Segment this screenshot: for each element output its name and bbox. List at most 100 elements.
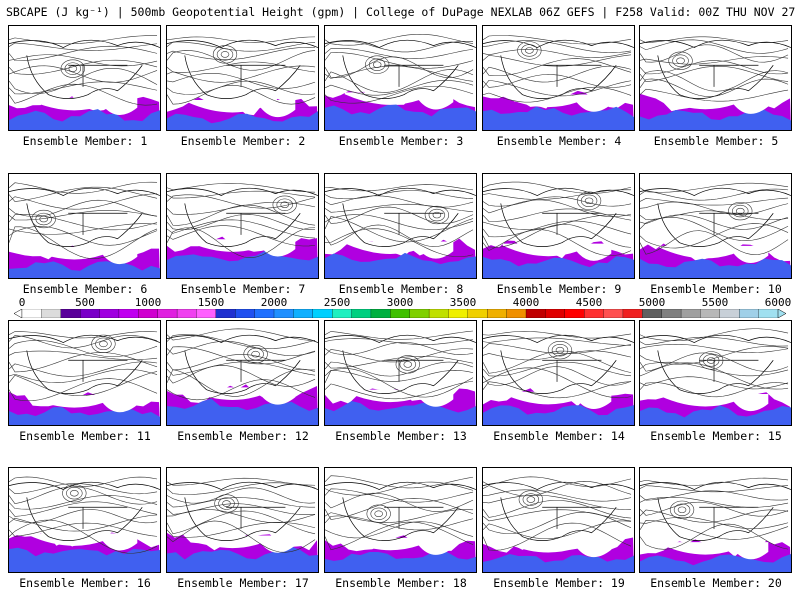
height-contour (325, 56, 474, 79)
coastlines (640, 481, 791, 541)
height-contour (483, 511, 632, 534)
ensemble-member-label: Ensemble Member: 6 (22, 282, 148, 296)
height-contour (9, 181, 158, 194)
height-contour (167, 510, 316, 535)
height-contour (325, 47, 474, 59)
ensemble-map (483, 476, 634, 572)
height-contour (9, 476, 158, 487)
ensemble-member-label: Ensemble Member: 13 (335, 429, 467, 443)
closed-low-contour (35, 212, 52, 226)
height-contour (483, 343, 632, 354)
height-contour (325, 85, 474, 104)
closed-low-contour (399, 358, 416, 371)
height-contour (9, 522, 158, 537)
cape-shading-high (640, 258, 791, 278)
closed-low-contour (95, 337, 112, 351)
height-contour (483, 481, 632, 497)
colorbar-swatch (60, 309, 81, 318)
height-contour (9, 331, 158, 339)
height-contour (483, 54, 632, 67)
colorbar-swatch (176, 309, 197, 318)
colorbar-swatch (487, 309, 508, 318)
closed-low-contour (31, 209, 56, 229)
height-contour (9, 45, 158, 62)
closed-low-contour (214, 494, 239, 513)
height-contour (483, 337, 632, 346)
colorbar-swatch (118, 309, 139, 318)
ensemble-member-label: Ensemble Member: 19 (493, 576, 625, 590)
closed-low-contour (517, 41, 542, 60)
colorbar-swatch (642, 309, 663, 318)
closed-low-contour (370, 507, 387, 520)
height-contour (167, 65, 316, 83)
height-contour (9, 223, 158, 235)
height-contour (325, 481, 474, 496)
height-contour (9, 42, 158, 51)
ensemble-map (9, 181, 160, 278)
height-contour (9, 35, 158, 45)
height-contour (640, 39, 789, 54)
colorbar-swatch (99, 309, 120, 318)
height-contour (9, 361, 158, 377)
height-contour (640, 201, 789, 216)
height-contour (325, 341, 474, 355)
height-contour (640, 88, 789, 102)
closed-low-contour (220, 51, 230, 58)
cape-shading-high (640, 405, 791, 425)
height-contour (325, 330, 474, 340)
closed-low-contour (525, 47, 534, 54)
ensemble-member-label: Ensemble Member: 15 (650, 429, 782, 443)
height-contour (325, 52, 474, 69)
ensemble-member-label: Ensemble Member: 1 (22, 134, 148, 148)
closed-low-contour (576, 191, 602, 210)
height-contour (640, 60, 789, 75)
ensemble-map (167, 328, 318, 425)
height-contour (9, 186, 158, 202)
cape-shading-high (9, 547, 160, 572)
height-contour (9, 199, 158, 217)
height-contour (167, 50, 316, 71)
colorbar-swatch (584, 309, 604, 318)
colorbar-swatch (21, 309, 42, 318)
closed-low-contour (395, 355, 420, 374)
cape-shading-high (483, 256, 634, 278)
colorbar-swatch (332, 309, 352, 318)
ensemble-panel-8 (324, 173, 477, 279)
cape-shading-high (640, 554, 791, 572)
height-contour (640, 343, 789, 353)
coastlines (167, 39, 318, 99)
ensemble-map (640, 36, 791, 130)
closed-low-contour (247, 347, 264, 361)
colorbar-swatch (467, 309, 488, 318)
colorbar-swatch (312, 309, 333, 318)
cape-shading-high (167, 398, 318, 425)
ensemble-member-label: Ensemble Member: 9 (496, 282, 622, 296)
ensemble-panel-20 (639, 467, 792, 573)
height-contour (640, 216, 789, 242)
colorbar-swatch (351, 309, 372, 318)
height-contour (9, 339, 158, 357)
closed-low-contour (39, 215, 48, 223)
closed-low-contour (547, 341, 573, 360)
height-contour (640, 36, 789, 43)
height-contour (640, 485, 789, 493)
height-contour (325, 41, 474, 53)
height-contour (167, 84, 316, 105)
closed-low-contour (518, 490, 543, 509)
closed-low-contour (428, 208, 446, 222)
closed-low-contour (366, 504, 391, 523)
height-contour (9, 486, 158, 505)
height-contour (167, 354, 316, 371)
colorbar-tick-label: 3000 (386, 296, 414, 309)
ensemble-panel-10 (639, 173, 792, 279)
height-contour (325, 361, 474, 377)
colorbar-swatch (700, 309, 721, 318)
height-contour (640, 361, 789, 377)
height-contour (483, 509, 632, 522)
closed-low-contour (70, 489, 79, 497)
colorbar-swatch (390, 309, 411, 318)
height-contour (325, 356, 474, 369)
coastlines (9, 187, 160, 247)
height-contour (167, 183, 316, 193)
closed-low-contour (216, 48, 234, 61)
